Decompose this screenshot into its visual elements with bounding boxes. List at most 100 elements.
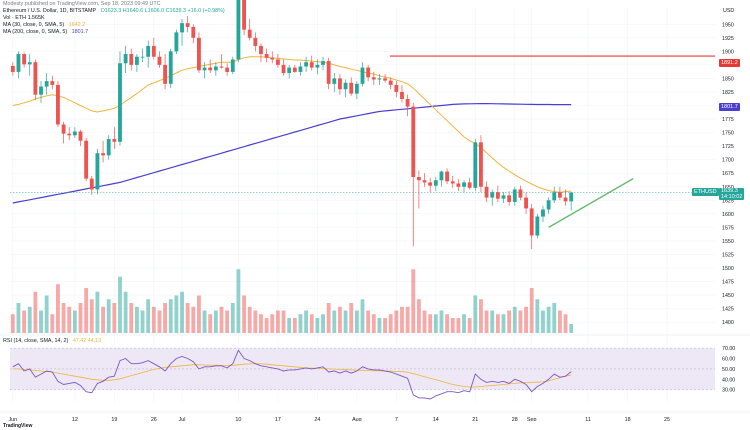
- volume-bar: [518, 310, 523, 333]
- volume-bar: [326, 303, 331, 333]
- volume-bar: [118, 276, 122, 333]
- volume-bar: [445, 314, 450, 333]
- candle-body: [405, 99, 410, 107]
- time-tick-label: Sep: [527, 417, 537, 423]
- candle-body: [360, 67, 365, 84]
- candle-body: [180, 23, 184, 33]
- volume-bar: [191, 306, 196, 333]
- price-tick-label: 1625: [722, 198, 734, 204]
- price-tick-label: 1400: [722, 320, 734, 326]
- candle-body: [332, 78, 337, 84]
- candle-body: [569, 192, 574, 202]
- price-tick-label: 1475: [722, 280, 734, 286]
- candle-body: [366, 67, 371, 78]
- volume-bar: [185, 303, 190, 333]
- candle-body: [129, 54, 134, 65]
- volume-bar: [174, 295, 179, 333]
- ma200-price-badge: 1801.7: [719, 103, 740, 111]
- volume-bar: [287, 318, 292, 333]
- candle-body: [422, 180, 427, 183]
- published-by: Modesty published on TradingView.com, Se…: [3, 1, 161, 7]
- candle-body: [462, 182, 466, 187]
- price-tick-label: 1500: [722, 266, 734, 272]
- volume-bar: [321, 314, 325, 333]
- price-tick-label: 1950: [722, 22, 734, 28]
- volume-bar: [360, 299, 365, 333]
- volume-bar: [146, 299, 151, 333]
- candle-body: [72, 131, 77, 136]
- candle-body: [39, 86, 43, 95]
- time-tick-label: Aug: [352, 417, 362, 423]
- candle-body: [552, 192, 557, 201]
- volume-bar: [557, 310, 562, 333]
- price-tick-label: 1650: [722, 185, 734, 191]
- volume-bar: [84, 288, 89, 333]
- candle-body: [230, 59, 235, 72]
- volume-bar: [349, 303, 354, 333]
- candle-body: [101, 153, 105, 156]
- volume-bar: [22, 310, 27, 333]
- volume-legend: Vol · ETH 1.565K: [3, 15, 45, 21]
- candle-body: [456, 183, 461, 187]
- volume-bar: [129, 303, 134, 333]
- support-trendline: [548, 178, 634, 228]
- volume-bar: [95, 291, 100, 333]
- candle-body: [524, 197, 528, 209]
- candle-body: [287, 67, 292, 73]
- volume-bar: [507, 310, 512, 333]
- candle-body: [157, 56, 162, 65]
- volume-bar: [242, 295, 246, 333]
- candle-body: [501, 195, 506, 199]
- volume-bar: [383, 318, 387, 333]
- volume-bar: [495, 314, 500, 333]
- ma200-line: [12, 102, 572, 204]
- rsi-panel: 70.00 60.00 50.00 40.00 30.00: [10, 346, 735, 400]
- time-tick-label: 11: [585, 417, 591, 423]
- candle-body: [27, 62, 32, 65]
- volume-bar: [67, 306, 72, 333]
- volume-bar: [16, 303, 21, 333]
- candle-body: [89, 178, 94, 190]
- candle-body: [309, 62, 314, 68]
- price-tick-label: 1550: [722, 239, 734, 245]
- rsi-value: 47.42 44.13: [72, 338, 102, 344]
- volume-bar: [394, 310, 399, 333]
- candle-body: [146, 45, 151, 57]
- price-tick-label: 1725: [722, 144, 734, 150]
- symbol-badge: ETHUSD: [692, 188, 719, 196]
- time-tick-label: 25: [664, 417, 670, 423]
- volume-bar: [524, 306, 528, 333]
- candle-body: [354, 83, 359, 94]
- volume-bar: [72, 310, 77, 333]
- time-tick-label: 18: [625, 417, 631, 423]
- candle-body: [134, 56, 139, 65]
- volume-bar: [230, 303, 235, 333]
- volume-bar: [433, 314, 438, 333]
- rsi-label: RSI (14, close, SMA, 14, 2): [3, 338, 69, 344]
- drawings: [10, 55, 715, 228]
- candle-body: [78, 131, 83, 141]
- volume-bar: [33, 291, 38, 333]
- candle-body: [61, 124, 66, 134]
- candle-body: [411, 106, 416, 177]
- volume-bar: [61, 303, 66, 333]
- candle-body: [197, 37, 201, 71]
- time-tick-label: 12: [72, 417, 78, 423]
- candle-body: [484, 186, 489, 198]
- volume-bar: [529, 288, 534, 333]
- volume-bar: [366, 310, 371, 333]
- volume-bar: [134, 306, 139, 333]
- candle-body: [112, 139, 117, 142]
- price-tick-label: 1825: [722, 90, 734, 96]
- candle-body: [326, 61, 331, 84]
- volume-bar: [484, 310, 489, 333]
- candle-body: [140, 56, 145, 58]
- candle-body: [563, 197, 568, 202]
- volume-bar: [163, 303, 168, 333]
- rsi-tick-label: 70.00: [722, 346, 735, 352]
- price-grid: [10, 8, 715, 402]
- time-tick-label: 7: [395, 417, 398, 423]
- volume-bar: [309, 314, 314, 333]
- tradingview-logo: TradingView: [3, 423, 33, 429]
- ma200-legend: MA (200, close, 0, SMA, 5) 1801.7: [3, 28, 91, 36]
